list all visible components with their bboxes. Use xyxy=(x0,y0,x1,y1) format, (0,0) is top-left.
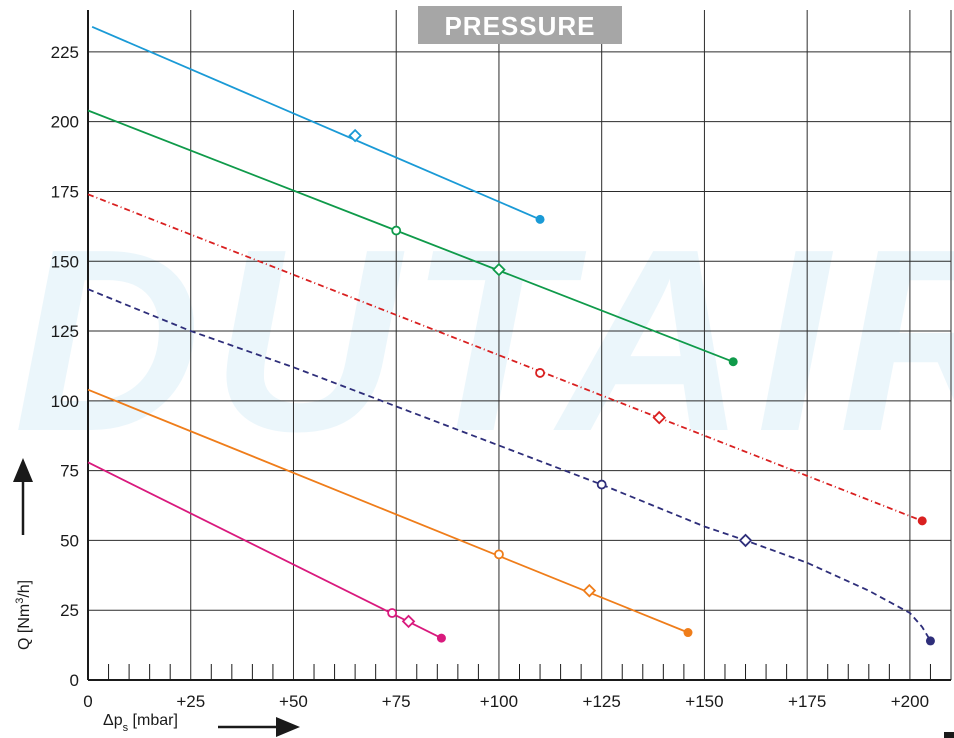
series-line xyxy=(87,193,923,522)
x-axis-arrow-icon xyxy=(276,717,300,737)
diamond-marker xyxy=(582,583,597,598)
series-5 xyxy=(87,388,693,638)
x-axis-title-unit: [mbar] xyxy=(128,712,178,729)
circle-marker xyxy=(391,225,402,236)
title-badge-background xyxy=(418,6,622,44)
x-axis-title-group: Δps [mbar] xyxy=(103,712,300,737)
grid-lines xyxy=(88,10,952,680)
y-axis-arrow-icon xyxy=(13,458,33,482)
endpoint-dot xyxy=(683,628,693,638)
chart-title: PRESSURE xyxy=(444,11,595,41)
y-axis-title-group: Q [Nm3/h] xyxy=(13,458,33,650)
diamond-marker xyxy=(401,614,416,629)
y-tick-label: 25 xyxy=(60,601,79,620)
diamond-marker xyxy=(652,410,666,425)
series-line xyxy=(87,109,734,363)
y-tick-label: 200 xyxy=(51,113,79,132)
data-series xyxy=(87,25,935,646)
series-line xyxy=(91,25,541,221)
axes xyxy=(87,10,951,681)
endpoint-dot xyxy=(535,214,545,224)
circle-marker xyxy=(494,549,504,560)
x-tick-label: +50 xyxy=(279,692,308,711)
endpoint-dot xyxy=(436,633,446,643)
series-line xyxy=(87,288,932,642)
x-tick-labels: 0 +25 +50 +75 +100 +125 +150 +175 +200 xyxy=(83,692,929,711)
endpoint-dot xyxy=(728,357,738,367)
y-tick-label: 50 xyxy=(60,531,79,550)
chart-title-badge: PRESSURE xyxy=(418,6,622,44)
endpoint-dot xyxy=(917,516,927,526)
series-1 xyxy=(91,25,545,224)
circle-marker xyxy=(387,608,398,618)
circle-marker xyxy=(596,479,607,490)
y-tick-label: 225 xyxy=(51,43,79,62)
circle-marker xyxy=(535,368,545,378)
x-tick-label: +200 xyxy=(891,692,929,711)
brand-watermark: DUTAIR xyxy=(14,196,954,486)
y-axis-title: Q [Nm3/h] xyxy=(14,580,33,650)
y-axis-title-superscript: 3 xyxy=(14,598,26,604)
endpoint-dot xyxy=(925,636,935,646)
x-axis-title-subscript: s xyxy=(123,722,129,734)
x-tick-label: +125 xyxy=(583,692,621,711)
x-tick-label: +150 xyxy=(685,692,723,711)
y-axis-title-main: Q [Nm xyxy=(16,604,33,650)
x-axis-title-main: Δp xyxy=(103,712,123,729)
series-2 xyxy=(87,109,738,367)
x-tick-label: +25 xyxy=(176,692,205,711)
series-4 xyxy=(87,288,935,646)
y-axis-title-unit: /h] xyxy=(16,580,33,598)
y-tick-label: 0 xyxy=(70,671,79,690)
x-tick-label: +100 xyxy=(480,692,518,711)
y-tick-label: 175 xyxy=(51,182,79,201)
corner-mark xyxy=(944,732,954,738)
x-tick-label: +75 xyxy=(382,692,411,711)
y-tick-labels: 0 25 50 75 100 125 150 175 200 225 xyxy=(51,43,79,690)
series-line xyxy=(87,461,442,639)
y-tick-label: 125 xyxy=(51,322,79,341)
x-axis-title: Δps [mbar] xyxy=(103,712,178,734)
diamond-marker xyxy=(348,128,362,143)
y-tick-label: 150 xyxy=(51,252,79,271)
minor-ticks xyxy=(108,664,931,680)
diamond-marker xyxy=(738,533,753,548)
y-tick-label: 100 xyxy=(51,392,79,411)
x-tick-label: 0 xyxy=(83,692,92,711)
diamond-marker xyxy=(492,262,506,277)
y-tick-label: 75 xyxy=(60,462,79,481)
x-tick-label: +175 xyxy=(788,692,826,711)
series-3 xyxy=(87,193,927,526)
series-6 xyxy=(87,461,446,643)
